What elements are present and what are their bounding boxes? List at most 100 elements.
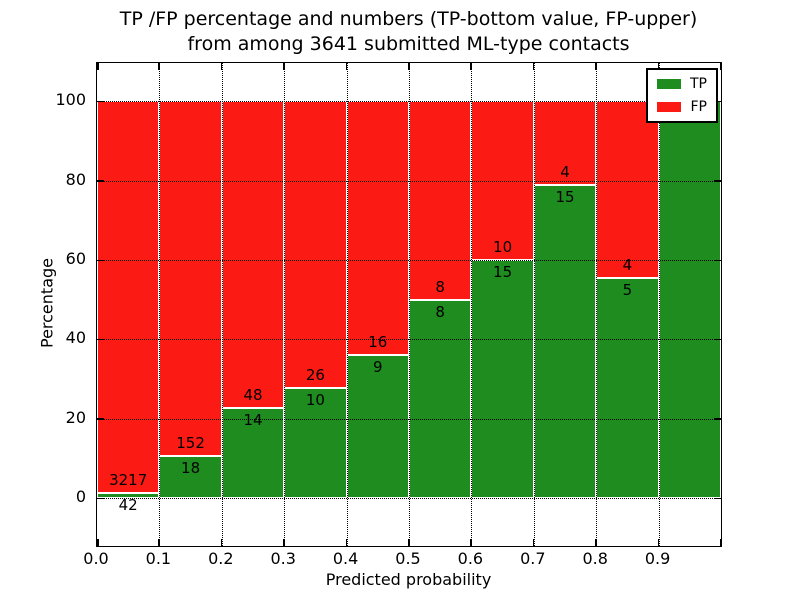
legend-entry-tp: TP <box>657 77 707 91</box>
bar-label-tp: 18 <box>181 459 201 478</box>
v-gridline <box>221 63 223 546</box>
y-tick-mark <box>714 338 721 341</box>
y-tick-label: 100 <box>55 90 86 110</box>
x-tick-mark <box>220 539 223 546</box>
y-axis-title: Percentage <box>37 257 57 349</box>
x-tick-mark <box>345 63 348 70</box>
bar-segment-tp <box>409 299 472 498</box>
bar-label-tp: 42 <box>118 495 138 514</box>
bar-label-fp: 4 <box>622 255 633 274</box>
x-tick-mark <box>470 539 472 546</box>
bar-segment-fp <box>409 101 472 300</box>
bar-label-fp: 10 <box>493 238 513 257</box>
bar-label-fp: 152 <box>176 434 205 453</box>
y-tick-mark <box>97 180 104 182</box>
y-tick-mark <box>714 180 721 182</box>
x-tick-label: 0.8 <box>582 549 608 568</box>
bar-label-fp: 8 <box>435 277 445 296</box>
legend-swatch-tp <box>657 79 681 89</box>
bar-segment-tp <box>471 260 534 498</box>
legend-label-tp: TP <box>690 76 707 92</box>
bar-label-fp: 48 <box>243 386 263 405</box>
plot-area: 32174215218481426101698810154154520TPFP <box>96 62 722 547</box>
x-tick-label: 0.1 <box>145 549 172 568</box>
x-tick-label: 0.4 <box>332 549 359 568</box>
bar-label-tp: 15 <box>555 187 575 206</box>
x-tick-mark <box>595 63 597 70</box>
x-axis-tick-labels: 0.0 0.1 0.2 0.3 0.4 0.5 0.6 0.7 0.8 0.9 <box>83 549 720 569</box>
legend-label-fp: FP <box>690 99 708 115</box>
y-tick-label: 20 <box>65 407 86 427</box>
x-tick-mark <box>595 539 597 546</box>
x-tick-label: 0.9 <box>644 549 671 568</box>
bar-segment-fp <box>221 101 285 409</box>
bar-segment-fp <box>159 101 222 457</box>
v-gridline <box>284 63 286 546</box>
y-tick-mark <box>97 100 104 103</box>
x-tick-mark <box>657 539 660 546</box>
x-tick-mark <box>158 63 160 70</box>
y-tick-mark <box>97 338 104 341</box>
x-tick-label: 0.6 <box>457 549 484 568</box>
x-tick-mark <box>408 539 410 546</box>
bar-label-tp: 8 <box>435 302 445 321</box>
legend-swatch-fp <box>657 102 681 112</box>
y-axis-tick-labels: 0 20 40 60 80 100 <box>40 62 88 545</box>
bar-segment-tp <box>346 355 409 498</box>
y-tick-mark <box>714 259 721 262</box>
x-axis-title: Predicted probability <box>325 570 492 589</box>
legend: TP FP <box>646 68 718 123</box>
x-tick-label: 0.7 <box>520 549 546 568</box>
bar-segment-tp <box>97 492 160 499</box>
x-tick-mark <box>532 63 535 70</box>
x-tick-label: 0.3 <box>270 549 296 568</box>
y-tick-mark <box>714 497 721 500</box>
bar-segment-tp <box>159 456 222 498</box>
bar-segment-tp <box>658 101 721 498</box>
chart-title-line1: TP /FP percentage and numbers (TP-bottom… <box>119 8 698 30</box>
bar-label-fp: 3217 <box>109 470 148 489</box>
v-gridline <box>596 63 598 546</box>
x-tick-mark <box>158 539 160 546</box>
bar-label-fp: 4 <box>560 162 570 181</box>
y-tick-mark <box>97 497 104 500</box>
x-tick-mark <box>97 63 99 70</box>
legend-entry-fp: FP <box>657 100 707 114</box>
v-gridline <box>159 63 161 546</box>
bar-segment-fp <box>471 101 534 261</box>
x-tick-mark <box>719 539 721 546</box>
plot-canvas: 32174215218481426101698810154154520TPFP <box>97 63 721 546</box>
y-tick-mark <box>97 418 104 420</box>
x-tick-label: 0.2 <box>208 549 234 568</box>
bar-segment-fp <box>97 101 160 493</box>
x-tick-mark <box>408 63 410 70</box>
x-tick-label: 0.5 <box>395 549 421 568</box>
x-tick-mark <box>283 539 285 546</box>
y-tick-label: 60 <box>65 249 86 269</box>
bar-label-tp: 5 <box>622 280 633 299</box>
bar-segment-tp <box>284 387 347 498</box>
x-tick-mark <box>532 539 535 546</box>
bar-segment-fp <box>284 101 347 388</box>
bar-segment-fp <box>596 101 659 278</box>
y-tick-label: 80 <box>65 169 86 189</box>
bar-label-tp: 10 <box>305 390 325 409</box>
v-gridline <box>471 63 473 546</box>
x-tick-mark <box>97 539 99 546</box>
bar-label-tp: 9 <box>373 358 383 377</box>
bar-label-tp: 15 <box>493 263 513 282</box>
chart-title: TP /FP percentage and numbers (TP-bottom… <box>96 7 721 57</box>
v-gridline <box>346 63 348 546</box>
x-tick-mark <box>345 539 348 546</box>
x-tick-mark <box>283 63 285 70</box>
bar-segment-tp <box>596 277 659 498</box>
x-tick-mark <box>719 63 721 70</box>
y-tick-label: 0 <box>75 487 86 507</box>
bar-label-fp: 16 <box>368 333 388 352</box>
bar-label-fp: 26 <box>305 365 325 384</box>
x-tick-mark <box>657 63 660 70</box>
bar-segment-tp <box>533 184 597 498</box>
y-tick-mark <box>714 418 721 420</box>
x-tick-mark <box>220 63 223 70</box>
